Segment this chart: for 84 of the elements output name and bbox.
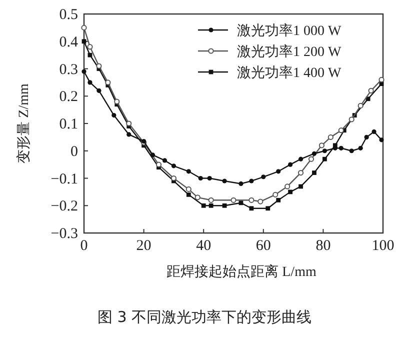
point [126, 120, 132, 126]
point [261, 174, 266, 180]
point [258, 198, 264, 204]
point [284, 184, 290, 190]
x-tick-label: 100 [372, 238, 394, 254]
point [81, 24, 87, 30]
point [322, 156, 327, 162]
point [112, 112, 116, 118]
point [186, 186, 192, 192]
y-tick-label: 0.5 [59, 7, 78, 23]
point [96, 88, 102, 93]
point [358, 102, 364, 109]
point [378, 76, 384, 82]
point [358, 146, 363, 150]
point [249, 178, 254, 184]
y-axis-title: 变形量 Z/mm [16, 84, 32, 164]
legend-label: 激光功率1 000 W [237, 23, 342, 39]
point [105, 80, 111, 86]
point [230, 197, 236, 203]
point [186, 169, 191, 174]
point [88, 52, 92, 58]
legend-label: 激光功率1 400 W [237, 65, 342, 81]
x-tick-label: 60 [256, 238, 271, 254]
point [308, 156, 314, 162]
point [186, 192, 191, 197]
point [126, 132, 132, 137]
x-tick-label: 20 [136, 238, 152, 254]
point [364, 134, 369, 140]
point [276, 169, 281, 174]
point [372, 129, 376, 134]
point [276, 198, 281, 202]
point [368, 88, 374, 94]
point [249, 206, 254, 211]
point [170, 175, 176, 182]
point [266, 206, 270, 211]
point [348, 116, 354, 122]
point [248, 197, 254, 203]
y-tick-label: 0 [70, 144, 78, 160]
point [298, 156, 304, 162]
point [222, 178, 227, 184]
point [328, 134, 334, 140]
y-tick-label: 0.4 [59, 34, 78, 50]
x-axis-title: 距焊接起始点距离 L/mm [166, 264, 316, 280]
point [312, 151, 317, 156]
point [198, 176, 203, 181]
point [349, 148, 354, 154]
y-tick-label: 0.2 [59, 89, 78, 106]
point [288, 162, 293, 167]
point [379, 138, 384, 142]
point [114, 98, 120, 104]
point [156, 162, 162, 168]
point [288, 190, 293, 194]
caption: 图 3 不同激光功率下的变形曲线 [97, 308, 312, 326]
point [96, 63, 102, 69]
point [171, 164, 176, 168]
point [312, 170, 316, 175]
point [82, 69, 86, 74]
point [318, 142, 325, 148]
y-tick-label: −0.2 [50, 198, 78, 215]
y-tick-label: −0.3 [50, 226, 78, 242]
x-tick-label: 40 [196, 238, 212, 254]
point [238, 181, 244, 186]
point [298, 170, 304, 176]
point [272, 192, 278, 198]
point [338, 128, 344, 134]
point [207, 176, 212, 181]
point [222, 203, 227, 208]
point [338, 146, 344, 150]
point [201, 203, 206, 208]
point [87, 44, 93, 50]
point [298, 184, 303, 189]
legend-label: 激光功率1 200 W [237, 44, 342, 60]
point [194, 194, 200, 200]
point [162, 158, 168, 163]
x-tick-label: 80 [316, 238, 331, 254]
y-tick-label: 0.3 [59, 62, 78, 78]
y-tick-label: 0.1 [59, 116, 78, 132]
y-tick-label: −0.1 [50, 171, 78, 188]
point [208, 203, 214, 208]
point [208, 197, 214, 203]
point [150, 152, 156, 158]
point [88, 80, 92, 85]
point [366, 96, 370, 102]
point [322, 148, 327, 154]
